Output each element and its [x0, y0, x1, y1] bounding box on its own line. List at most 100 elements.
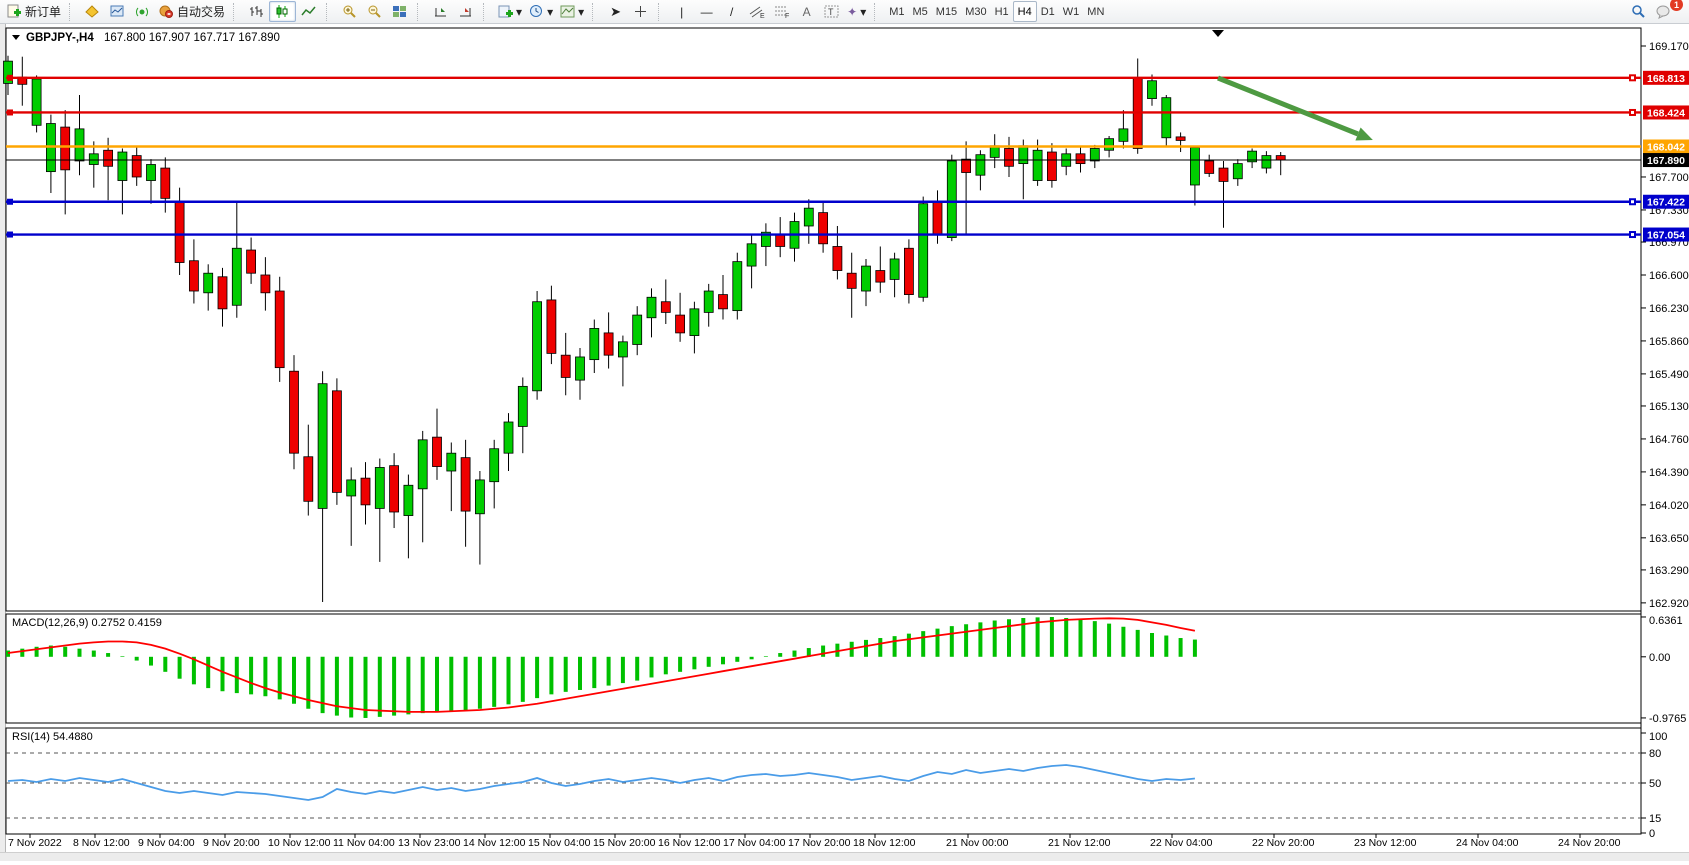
- bull-candle[interactable]: [517, 385, 528, 427]
- bear-candle[interactable]: [961, 158, 971, 173]
- bull-candle[interactable]: [1089, 148, 1100, 162]
- bear-candle[interactable]: [246, 249, 257, 274]
- signals-button[interactable]: [130, 2, 155, 21]
- timeframe-button-mn[interactable]: MN: [1087, 5, 1105, 18]
- autotrade-button[interactable]: 自动交易: [155, 2, 228, 21]
- bull-candle[interactable]: [618, 341, 628, 358]
- arrows-tool-button[interactable]: ✦ ▾: [844, 2, 869, 21]
- bull-candle[interactable]: [1190, 147, 1200, 186]
- notifications-button[interactable]: 1: [1651, 0, 1683, 21]
- bear-candle[interactable]: [1175, 136, 1186, 141]
- bull-candle[interactable]: [1147, 80, 1157, 99]
- hline-left-handle[interactable]: [7, 231, 13, 238]
- zoom-out-button[interactable]: [362, 2, 387, 21]
- bull-candle[interactable]: [503, 421, 514, 454]
- bull-candle[interactable]: [746, 243, 757, 267]
- hline-left-handle[interactable]: [7, 198, 13, 205]
- bear-candle[interactable]: [818, 212, 828, 245]
- bear-candle[interactable]: [1275, 155, 1286, 161]
- bull-candle[interactable]: [1161, 97, 1172, 139]
- line-chart-button[interactable]: [296, 2, 321, 21]
- bull-candle[interactable]: [231, 247, 242, 306]
- hline-left-handle[interactable]: [7, 109, 13, 116]
- hline-left-handle[interactable]: [7, 74, 13, 81]
- timeframe-button-m15[interactable]: M15: [935, 5, 958, 18]
- timeframe-button-d1[interactable]: D1: [1040, 5, 1055, 18]
- bull-candle[interactable]: [803, 207, 814, 227]
- templates-button[interactable]: ▾: [556, 2, 587, 21]
- cursor-tool-button[interactable]: ➤: [603, 2, 628, 21]
- bull-candle[interactable]: [3, 60, 13, 84]
- bear-candle[interactable]: [217, 276, 228, 310]
- bear-candle[interactable]: [560, 354, 571, 378]
- timeframe-button-h4[interactable]: H4: [1012, 1, 1037, 22]
- timeframe-button-w1[interactable]: W1: [1062, 5, 1080, 18]
- bull-candle[interactable]: [975, 154, 986, 176]
- bull-candle[interactable]: [317, 383, 328, 509]
- bear-candle[interactable]: [1047, 151, 1057, 181]
- bear-candle[interactable]: [389, 465, 400, 513]
- zoom-in-button[interactable]: [337, 2, 362, 21]
- bull-candle[interactable]: [532, 301, 542, 392]
- trendline-tool-button[interactable]: /: [719, 2, 744, 21]
- bull-candle[interactable]: [146, 164, 156, 181]
- chart-shift-button[interactable]: [453, 2, 478, 21]
- bear-candle[interactable]: [188, 260, 199, 292]
- bear-candle[interactable]: [718, 294, 728, 310]
- search-button[interactable]: [1626, 2, 1651, 21]
- timeframe-button-m5[interactable]: M5: [912, 5, 928, 18]
- bear-candle[interactable]: [775, 234, 786, 247]
- periods-button[interactable]: ▾: [525, 2, 556, 21]
- indicators-button[interactable]: ▾: [494, 2, 525, 21]
- bull-candle[interactable]: [474, 479, 485, 515]
- auto-scroll-button[interactable]: [428, 2, 453, 21]
- bull-candle[interactable]: [117, 151, 128, 181]
- vline-tool-button[interactable]: |: [669, 2, 694, 21]
- bear-candle[interactable]: [460, 457, 471, 512]
- bear-candle[interactable]: [303, 456, 314, 502]
- bear-candle[interactable]: [331, 390, 342, 493]
- bear-candle[interactable]: [289, 370, 299, 454]
- bull-candle[interactable]: [489, 448, 500, 483]
- market-watch-button[interactable]: [105, 2, 130, 21]
- bear-candle[interactable]: [260, 274, 271, 294]
- bear-candle[interactable]: [160, 167, 171, 199]
- bear-candle[interactable]: [103, 149, 113, 167]
- bar-chart-button[interactable]: [244, 2, 269, 21]
- timeframe-button-h1[interactable]: H1: [994, 5, 1009, 18]
- profiles-button[interactable]: [80, 2, 105, 21]
- bull-candle[interactable]: [732, 261, 743, 312]
- bear-candle[interactable]: [1218, 167, 1229, 182]
- new-order-button[interactable]: 新订单: [3, 2, 64, 21]
- bull-candle[interactable]: [1232, 163, 1243, 180]
- bull-candle[interactable]: [646, 296, 657, 319]
- collapse-triangle-icon[interactable]: [12, 35, 20, 40]
- bull-candle[interactable]: [1032, 149, 1043, 181]
- bull-candle[interactable]: [203, 272, 214, 294]
- tile-windows-button[interactable]: [387, 2, 412, 21]
- chart-shift-marker[interactable]: [1212, 30, 1224, 37]
- timeframe-button-m30[interactable]: M30: [965, 5, 987, 18]
- bull-candle[interactable]: [417, 439, 428, 490]
- bear-candle[interactable]: [1204, 160, 1215, 174]
- text-tool-button[interactable]: A: [794, 2, 819, 21]
- bear-candle[interactable]: [174, 201, 185, 263]
- bear-candle[interactable]: [60, 126, 71, 171]
- bear-candle[interactable]: [1075, 153, 1086, 165]
- bear-candle[interactable]: [546, 299, 557, 354]
- text-label-tool-button[interactable]: T: [819, 2, 844, 21]
- bull-candle[interactable]: [1247, 150, 1257, 163]
- bear-candle[interactable]: [131, 155, 142, 178]
- bear-candle[interactable]: [1004, 148, 1014, 167]
- bear-candle[interactable]: [875, 270, 886, 283]
- bear-candle[interactable]: [360, 477, 371, 506]
- bear-candle[interactable]: [904, 247, 914, 295]
- fibonacci-tool-button[interactable]: F: [769, 2, 794, 21]
- bear-candle[interactable]: [675, 314, 685, 334]
- bear-candle[interactable]: [432, 436, 442, 467]
- channel-tool-button[interactable]: E: [744, 2, 769, 21]
- bull-candle[interactable]: [374, 467, 385, 509]
- trend-arrow-annotation[interactable]: [1217, 75, 1359, 137]
- bull-candle[interactable]: [861, 265, 871, 292]
